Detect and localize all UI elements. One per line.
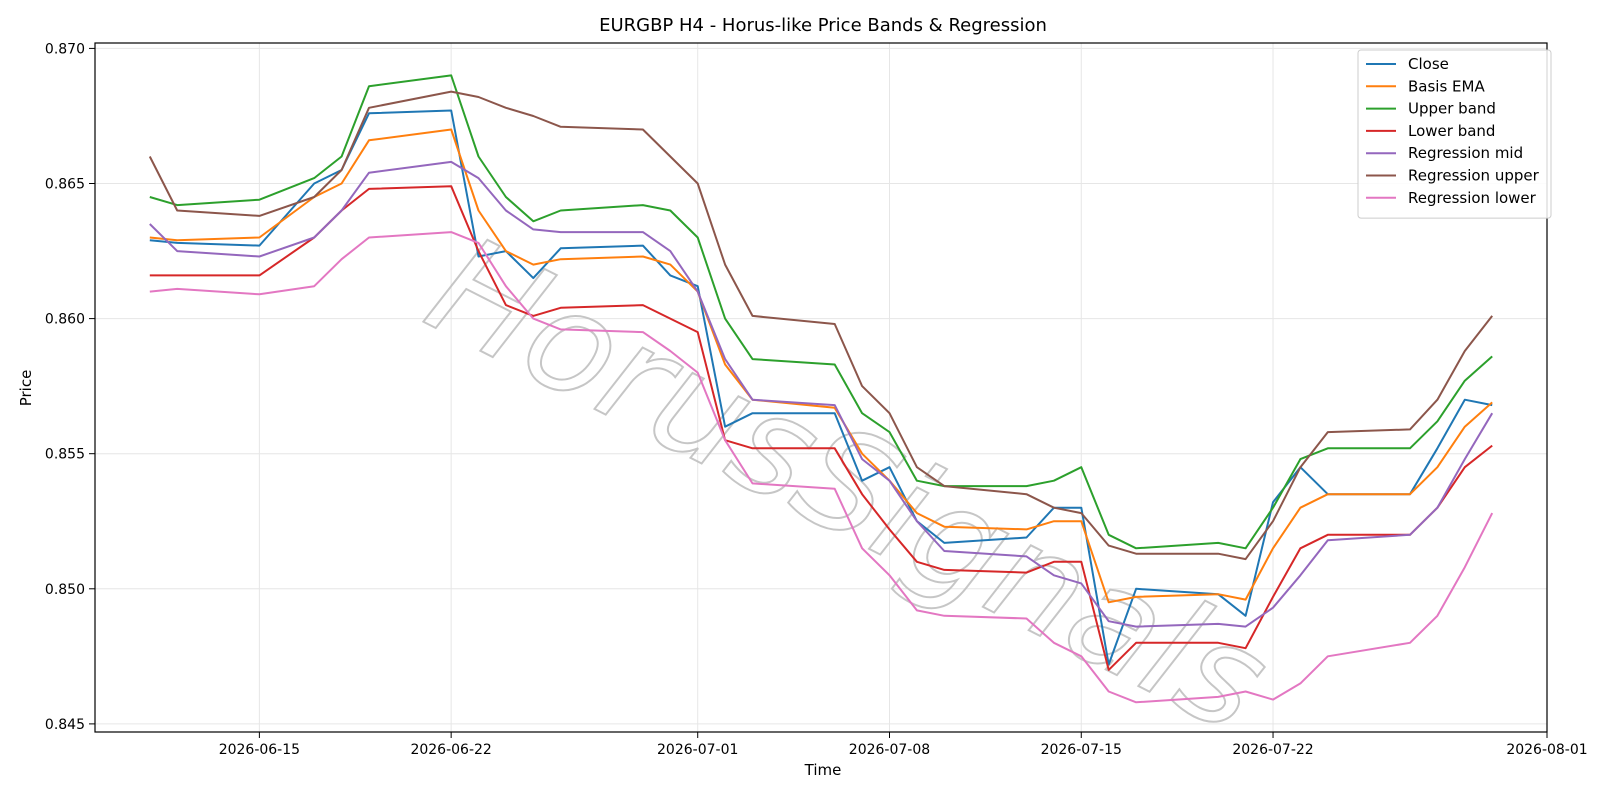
- legend-label: Regression upper: [1408, 167, 1540, 185]
- series-line-regression-upper: [148, 90, 1493, 561]
- x-axis-ticks: 2026-06-15 2026-06-22 2026-07-01 2026-07-08…: [219, 732, 1588, 758]
- y-tick-label: 0.865: [45, 177, 85, 193]
- x-tick-label: 2026-07-22: [1232, 742, 1313, 758]
- x-tick-label: 2026-08-01: [1506, 742, 1587, 758]
- x-axis-label: Time: [804, 761, 842, 779]
- legend-label: Upper band: [1408, 100, 1496, 118]
- y-tick-label: 0.855: [45, 447, 85, 463]
- series-line-lower-band: [149, 185, 1493, 671]
- legend-label: Lower band: [1408, 122, 1495, 140]
- legend-label: Basis EMA: [1408, 77, 1485, 95]
- series-lines: [148, 74, 1494, 704]
- x-tick-label: 2026-07-01: [657, 742, 738, 758]
- plot-frame: [94, 42, 1548, 733]
- x-tick-label: 2026-06-22: [410, 742, 491, 758]
- series-line-regression-mid: [149, 160, 1494, 628]
- series-line-regression-lower: [149, 231, 1494, 704]
- series-line-upper-band: [149, 74, 1493, 550]
- legend-box: [1357, 49, 1552, 219]
- y-tick-label: 0.860: [45, 312, 85, 328]
- y-tick-label: 0.870: [45, 41, 85, 57]
- x-tick-label: 2026-07-08: [849, 742, 930, 758]
- y-tick-label: 0.845: [45, 717, 85, 733]
- grid-lines: [95, 43, 1548, 732]
- y-axis-label: Price: [17, 370, 35, 407]
- y-tick-label: 0.850: [45, 582, 85, 598]
- y-axis-ticks: 0.845 0.850 0.855 0.860 0.865 0.870: [45, 41, 95, 733]
- legend: Close Basis EMA Upper band Lower band Regres…: [1357, 49, 1552, 219]
- legend-label: Regression lower: [1408, 189, 1537, 207]
- series-line-basis-ema: [149, 128, 1493, 604]
- legend-label: Close: [1408, 55, 1449, 73]
- x-tick-label: 2026-06-15: [219, 742, 300, 758]
- x-tick-label: 2026-07-15: [1041, 742, 1122, 758]
- legend-label: Regression mid: [1408, 144, 1523, 162]
- chart-title: EURGBP H4 - Horus-like Price Bands & Reg…: [599, 15, 1047, 36]
